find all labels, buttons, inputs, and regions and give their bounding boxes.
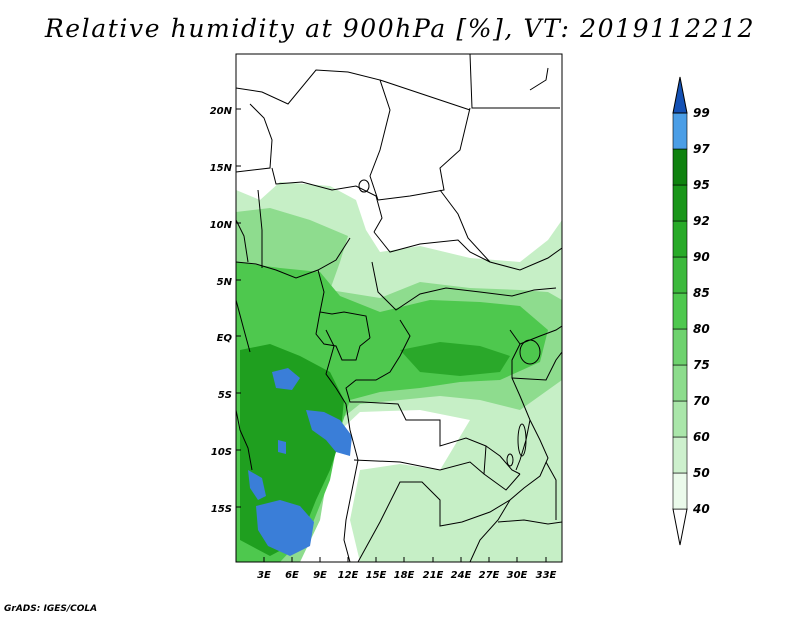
colorbar-segment-6 <box>672 292 688 330</box>
colorbar-label-50: 50 <box>693 466 710 480</box>
borders <box>236 54 562 562</box>
lon-label-24e: 24E <box>451 570 472 581</box>
colorbar-label-85: 85 <box>693 286 710 300</box>
colorbar-segment-12 <box>672 76 688 114</box>
lon-labels: 3E 6E 9E 12E 15E 18E 21E 24E 27E 30E 33E <box>257 570 556 581</box>
map-frame <box>235 53 563 563</box>
lon-label-6e: 6E <box>285 570 299 581</box>
colorbar-label-70: 70 <box>693 394 710 408</box>
lakes <box>358 179 541 467</box>
lon-label-3e: 3E <box>257 570 271 581</box>
lon-label-33e: 33E <box>536 570 557 581</box>
colorbar-label-99: 99 <box>693 106 710 120</box>
lon-label-12e: 12E <box>338 570 359 581</box>
colorbar-label-92: 92 <box>693 214 710 228</box>
lat-label-5s: 5S <box>218 390 232 401</box>
colorbar-segment-7 <box>672 256 688 294</box>
colorbar-segment-8 <box>672 220 688 258</box>
colorbar-segment-5 <box>672 328 688 366</box>
lon-label-9e: 9E <box>313 570 327 581</box>
lat-label-10n: 10N <box>210 220 233 231</box>
colorbar-segment-10 <box>672 148 688 186</box>
lat-label-10s: 10S <box>211 447 232 458</box>
lat-labels: 20N 15N 10N 5N EQ 5S 10S 15S <box>210 106 233 515</box>
lat-label-eq: EQ <box>217 333 233 344</box>
colorbar-segment-0 <box>672 508 688 546</box>
colorbar-label-60: 60 <box>693 430 710 444</box>
colorbar-label-75: 75 <box>693 358 710 372</box>
lon-label-18e: 18E <box>394 570 415 581</box>
colorbar-segment-11 <box>672 112 688 150</box>
colorbar-label-40: 40 <box>692 502 710 516</box>
humidity-band-saturated <box>240 344 344 556</box>
credit-text: GrADS: IGES/COLA <box>4 604 98 614</box>
lon-ticks <box>263 557 547 562</box>
colorbar-segment-9 <box>672 184 688 222</box>
colorbar-labels: 40 50 60 70 75 80 85 90 92 95 97 99 <box>692 106 710 516</box>
colorbar <box>672 76 688 546</box>
lon-label-30e: 30E <box>507 570 528 581</box>
colorbar-label-90: 90 <box>693 250 710 264</box>
lon-label-21e: 21E <box>423 570 444 581</box>
lat-label-15n: 15N <box>210 163 233 174</box>
colorbar-segment-3 <box>672 400 688 438</box>
lat-label-20n: 20N <box>210 106 233 117</box>
colorbar-segment-1 <box>672 472 688 510</box>
lat-label-15s: 15S <box>211 504 232 515</box>
lon-label-27e: 27E <box>479 570 500 581</box>
humidity-band-saturated-east <box>400 342 510 376</box>
colorbar-segment-2 <box>672 436 688 474</box>
humidity-band-blue <box>248 368 352 556</box>
colorbar-label-95: 95 <box>693 178 710 192</box>
lon-label-15e: 15E <box>366 570 387 581</box>
humidity-field <box>236 182 562 562</box>
colorbar-label-80: 80 <box>693 322 710 336</box>
map-title: Relative humidity at 900hPa [%], VT: 201… <box>44 14 756 43</box>
colorbar-label-97: 97 <box>693 142 710 156</box>
lat-ticks <box>236 108 241 508</box>
lat-label-5n: 5N <box>217 277 233 288</box>
colorbar-segment-4 <box>672 364 688 402</box>
